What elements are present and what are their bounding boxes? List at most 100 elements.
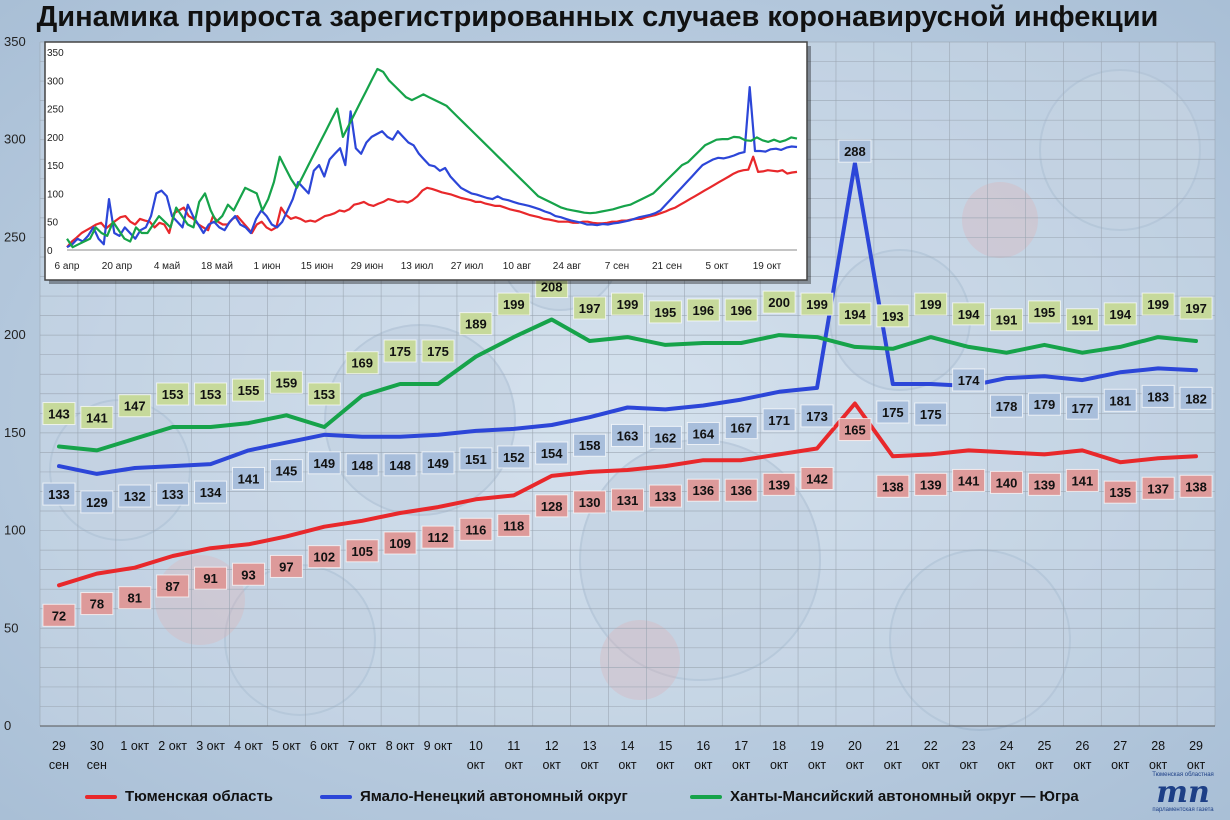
data-label-box [497, 445, 531, 469]
legend-item-tyumen: Тюменская область [85, 788, 273, 805]
data-labels-2: 143 141 147 153 153 155 159 153 169 175 175 189 199 2… [42, 275, 1213, 429]
data-label: 165 [838, 418, 872, 442]
data-label-text: 105 [351, 544, 373, 559]
data-label: 137 [1141, 476, 1175, 500]
data-label-box [762, 290, 796, 314]
data-label-text: 116 [465, 522, 486, 537]
inset-y-tick-label: 250 [47, 105, 64, 116]
data-label: 140 [990, 470, 1024, 494]
data-label-box [573, 433, 607, 457]
data-label-box [497, 513, 531, 537]
y-tick-label: 150 [4, 425, 26, 440]
data-label-text: 169 [351, 356, 373, 371]
data-label-text: 130 [579, 495, 601, 510]
data-label-text: 197 [1185, 301, 1207, 316]
inset-chart: 0 50 100 150 200 250 300 350 6 апр 20 апр 4 май 18 … [44, 41, 811, 284]
data-label: 199 [1141, 292, 1175, 316]
data-label-box [269, 459, 303, 483]
data-label-box [1179, 296, 1213, 320]
x-tick-label: 13 [583, 739, 597, 753]
data-labels-0: 72 78 81 87 91 93 97 102 105 109 112 116 118 128 130 13… [42, 418, 1213, 627]
data-label-box [156, 382, 190, 406]
x-tick-label: окт [505, 758, 524, 772]
data-label: 191 [1065, 308, 1099, 332]
x-tick-label: окт [694, 758, 713, 772]
x-tick-label: окт [1187, 758, 1206, 772]
data-label-text: 199 [503, 297, 525, 312]
y-tick-label: 100 [4, 523, 26, 538]
x-tick-label: 3 окт [196, 739, 225, 753]
data-label: 193 [876, 304, 910, 328]
x-tick-label: 24 [1000, 739, 1014, 753]
data-label-text: 132 [124, 489, 146, 504]
data-label-text: 199 [617, 297, 639, 312]
data-label-box [800, 292, 834, 316]
data-label-box [876, 304, 910, 328]
data-label-text: 181 [1109, 393, 1131, 408]
data-label-box [1179, 386, 1213, 410]
data-label: 138 [1179, 474, 1213, 498]
y-tick-label: 350 [4, 34, 26, 49]
y-tick-label: 300 [4, 132, 26, 147]
data-label: 131 [611, 488, 644, 512]
data-label: 132 [118, 484, 152, 508]
data-label-text: 165 [844, 423, 866, 438]
data-label-box [231, 378, 265, 402]
x-tick-label: окт [1111, 758, 1130, 772]
data-label-box [573, 490, 607, 514]
inset-x-tick-label: 10 авг [503, 261, 532, 272]
x-tick-label: окт [1073, 758, 1092, 772]
data-label-text: 138 [882, 479, 904, 494]
data-label: 136 [724, 478, 758, 502]
inset-series-line-1 [66, 85, 798, 249]
data-label: 169 [345, 351, 379, 375]
data-label: 118 [497, 513, 531, 537]
data-label-text: 196 [692, 303, 714, 318]
data-label-box [307, 451, 341, 475]
data-label: 183 [1141, 384, 1175, 408]
data-label-text: 175 [920, 407, 942, 422]
data-label-box [231, 562, 265, 586]
data-label: 149 [307, 451, 341, 475]
data-label: 199 [914, 292, 948, 316]
data-label-text: 97 [279, 559, 293, 574]
x-tick-label: 14 [621, 739, 635, 753]
data-label-text: 141 [86, 410, 108, 425]
data-label-text: 200 [768, 295, 790, 310]
data-label: 171 [762, 408, 796, 432]
data-label-box [269, 370, 303, 394]
data-label-box [345, 453, 379, 477]
data-label-box [1065, 468, 1099, 492]
data-label-text: 182 [1185, 391, 1207, 406]
data-label: 138 [876, 474, 910, 498]
x-tick-label: 8 окт [386, 739, 415, 753]
data-label: 196 [686, 298, 720, 322]
data-label-text: 109 [389, 536, 411, 551]
data-label: 163 [611, 423, 644, 447]
data-label-box [1179, 474, 1213, 498]
data-label: 130 [573, 490, 607, 514]
data-label: 159 [269, 370, 303, 394]
inset-x-tick-label: 20 апр [102, 261, 133, 272]
data-label-text: 139 [920, 477, 942, 492]
newspaper-logo: Тюменская областная тп парламентская газ… [1146, 772, 1220, 816]
data-label: 112 [421, 525, 455, 549]
data-label: 288 [838, 139, 872, 163]
data-label: 177 [1065, 396, 1099, 420]
data-label: 72 [42, 603, 76, 627]
x-tick-label: окт [922, 758, 941, 772]
data-label-box [611, 488, 644, 512]
data-label-box [42, 402, 76, 426]
x-tick-label: 15 [658, 739, 672, 753]
data-label-box [800, 404, 834, 428]
data-label-box [1027, 392, 1061, 416]
data-label-box [1103, 302, 1137, 326]
x-tick-label: 11 [507, 739, 520, 753]
data-label-box [1141, 384, 1175, 408]
data-label-text: 102 [313, 550, 335, 565]
x-tick-label: окт [656, 758, 675, 772]
x-tick-label: окт [467, 758, 486, 772]
data-label-box [914, 292, 948, 316]
inset-y-tick-label: 50 [47, 218, 59, 229]
data-label-box [914, 472, 948, 496]
